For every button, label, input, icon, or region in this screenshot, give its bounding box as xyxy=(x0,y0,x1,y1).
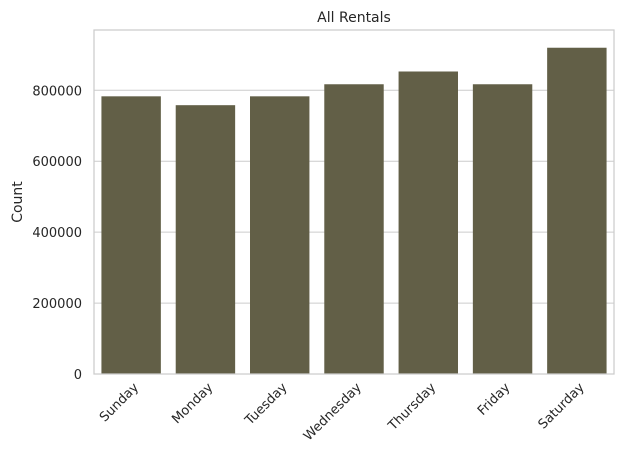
y-tick-label: 200000 xyxy=(32,297,82,312)
y-tick-label: 400000 xyxy=(32,226,82,241)
y-tick-labels: 0 200000 400000 600000 800000 xyxy=(32,84,82,383)
x-tick-label: Thursday xyxy=(385,380,439,434)
y-tick-label: 600000 xyxy=(32,155,82,170)
x-tick-label: Tuesday xyxy=(242,380,291,429)
x-tick-label: Saturday xyxy=(536,380,588,432)
y-axis-label: Count xyxy=(10,181,26,223)
bar-tuesday xyxy=(250,96,310,374)
bar-sunday xyxy=(101,96,161,374)
plot-frame xyxy=(93,29,615,375)
x-tick-label: Friday xyxy=(475,380,514,419)
y-tick-label: 0 xyxy=(74,368,82,383)
bar-monday xyxy=(175,105,236,374)
bars xyxy=(101,47,607,374)
x-tick-labels: Sunday Monday Tuesday Wednesday Thursday Frid… xyxy=(97,380,588,444)
chart-title: All Rentals xyxy=(317,10,391,26)
bar-thursday xyxy=(398,71,458,374)
x-tick-label: Sunday xyxy=(97,380,142,425)
bar-saturday xyxy=(547,47,607,374)
x-tick-label: Wednesday xyxy=(301,380,365,444)
bar-friday xyxy=(472,84,533,374)
y-tick-label: 800000 xyxy=(32,84,82,99)
x-tick-label: Monday xyxy=(169,380,216,427)
bar-wednesday xyxy=(324,84,384,374)
